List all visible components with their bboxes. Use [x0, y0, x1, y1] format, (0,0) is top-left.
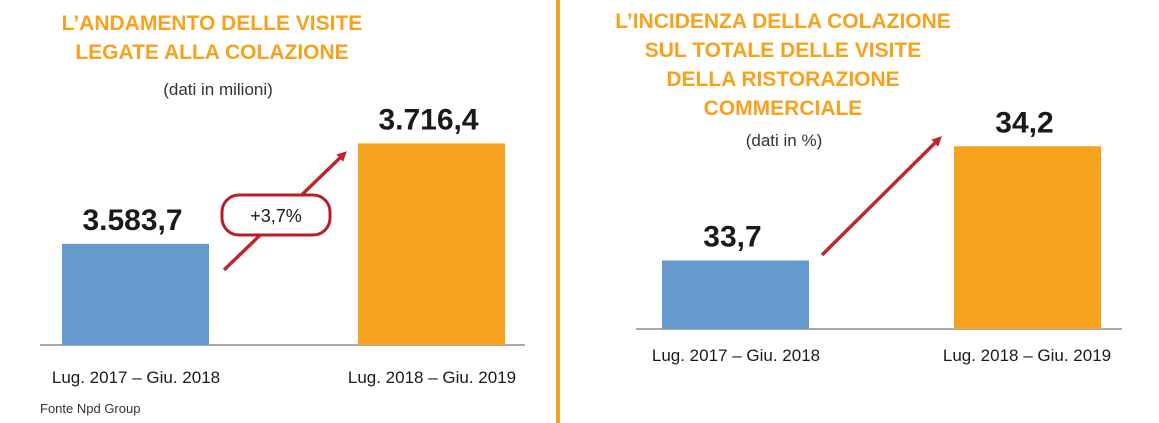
chart-right-category-label-2017-2018: Lug. 2017 – Giu. 2018: [652, 346, 820, 365]
chart-right-title-line-4: COMMERCIALE: [704, 97, 863, 120]
chart-right-title-line-1: L’INCIDENZA DELLA COLAZIONE: [615, 10, 951, 33]
chart-right-category-label-2018-2019: Lug. 2018 – Giu. 2019: [943, 346, 1111, 365]
chart-right-growth-arrow: [820, 136, 942, 257]
source-note: Fonte Npd Group: [40, 401, 140, 416]
chart-right-bar-2017-2018: [662, 260, 809, 329]
chart-left: L’ANDAMENTO DELLE VISITE LEGATE ALLA COL…: [40, 12, 525, 416]
chart-right-bar-2018-2019: [954, 146, 1101, 329]
chart-right-title-line-2: SUL TOTALE DELLE VISITE: [645, 39, 922, 62]
chart-left-bar-2017-2018: [62, 243, 209, 345]
chart-left-subtitle: (dati in milioni): [163, 80, 273, 99]
chart-right-subtitle: (dati in %): [746, 131, 823, 150]
chart-left-title-line-1: L’ANDAMENTO DELLE VISITE: [62, 12, 363, 35]
chart-left-title-line-2: LEGATE ALLA COLAZIONE: [75, 41, 348, 64]
chart-right-title-line-3: DELLA RISTORAZIONE: [666, 68, 899, 91]
chart-right-value-label-2018-2019: 34,2: [995, 106, 1053, 139]
chart-right-value-label-2017-2018: 33,7: [703, 220, 761, 253]
growth-badge: [220, 193, 332, 237]
chart-left-category-label-2018-2019: Lug. 2018 – Giu. 2019: [348, 368, 516, 387]
panel-divider: [556, 0, 560, 423]
growth-badge-label: +3,7%: [250, 206, 302, 226]
chart-left-category-label-2017-2018: Lug. 2017 – Giu. 2018: [52, 368, 220, 387]
chart-right: L’INCIDENZA DELLA COLAZIONE SUL TOTALE D…: [615, 10, 1122, 365]
chart-left-value-label-2018-2019: 3.716,4: [378, 103, 478, 136]
chart-left-bar-2018-2019: [358, 143, 505, 345]
chart-left-value-label-2017-2018: 3.583,7: [82, 204, 182, 237]
